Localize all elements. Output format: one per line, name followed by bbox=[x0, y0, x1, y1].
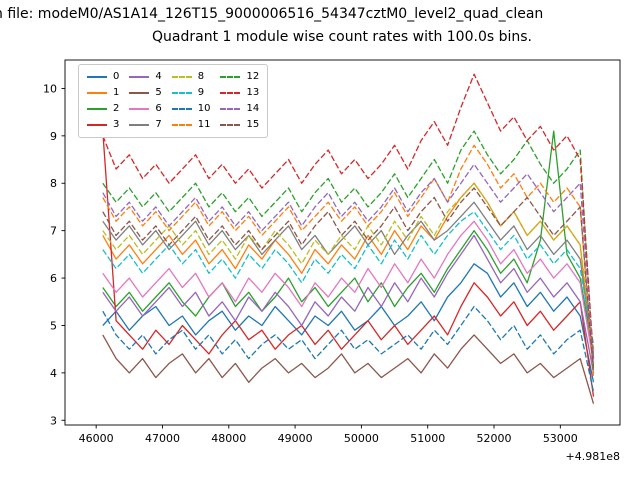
series-line-14 bbox=[102, 163, 595, 364]
legend-label: 9 bbox=[197, 87, 205, 98]
legend-item-14: 14 bbox=[220, 103, 259, 115]
x-tick-label: 47000 bbox=[145, 432, 180, 445]
legend-line-sample bbox=[220, 76, 241, 78]
legend-line-sample bbox=[87, 124, 107, 126]
x-tick-label: 48000 bbox=[211, 432, 246, 445]
legend-line-sample bbox=[129, 124, 150, 126]
legend-label: 12 bbox=[246, 71, 260, 82]
series-line-13 bbox=[102, 73, 595, 359]
legend-line-sample bbox=[87, 92, 107, 94]
x-tick-label: 49000 bbox=[278, 432, 313, 445]
legend-label: 5 bbox=[155, 87, 162, 98]
series-line-7 bbox=[102, 201, 595, 359]
legend-item-15: 15 bbox=[220, 119, 259, 131]
legend-line-sample bbox=[171, 92, 192, 94]
legend-item-11: 11 bbox=[171, 119, 211, 131]
legend-column: 8 9 10 11 bbox=[171, 71, 211, 131]
legend-line-sample bbox=[220, 92, 241, 94]
legend-label: 15 bbox=[246, 119, 260, 130]
legend-label: 1 bbox=[113, 87, 120, 98]
x-tick-label: 53000 bbox=[543, 432, 578, 445]
y-tick-label: 10 bbox=[43, 82, 57, 95]
x-tick-label: 46000 bbox=[79, 432, 114, 445]
legend-label: 6 bbox=[155, 103, 162, 114]
legend-item-12: 12 bbox=[220, 71, 259, 83]
legend-line-sample bbox=[87, 108, 107, 110]
legend-item-6: 6 bbox=[129, 103, 162, 115]
y-tick-label: 6 bbox=[50, 272, 57, 285]
file-title: n file: modeM0/AS1A14_126T15_9000006516_… bbox=[0, 6, 544, 22]
x-tick-label: 50000 bbox=[344, 432, 379, 445]
x-tick-label: 51000 bbox=[410, 432, 445, 445]
legend-column: 0 1 2 3 bbox=[87, 71, 119, 131]
legend-line-sample bbox=[220, 108, 241, 110]
series-line-15 bbox=[102, 187, 595, 373]
legend-item-2: 2 bbox=[87, 103, 119, 115]
series-line-0 bbox=[102, 263, 595, 383]
y-tick-label: 5 bbox=[50, 319, 57, 332]
series-line-10 bbox=[102, 305, 595, 392]
legend-label: 7 bbox=[155, 119, 162, 130]
legend-item-8: 8 bbox=[171, 71, 211, 83]
legend-line-sample bbox=[129, 108, 150, 110]
y-tick-label: 7 bbox=[50, 225, 57, 238]
legend-line-sample bbox=[220, 124, 241, 126]
chart-title: Quadrant 1 module wise count rates with … bbox=[152, 29, 532, 45]
x-tick-label: 52000 bbox=[477, 432, 512, 445]
y-tick-label: 3 bbox=[50, 414, 57, 427]
series-line-5 bbox=[102, 334, 595, 404]
legend-item-0: 0 bbox=[87, 71, 119, 83]
series-line-8 bbox=[102, 182, 595, 350]
y-tick-label: 4 bbox=[50, 367, 57, 380]
legend-item-3: 3 bbox=[87, 119, 119, 131]
legend-label: 14 bbox=[246, 103, 260, 114]
legend: 0 1 2 3 4 5 6 7 8 9 10 11 12 13 14 15 bbox=[78, 64, 269, 138]
legend-item-7: 7 bbox=[129, 119, 162, 131]
x-axis-offset-label: +4.981e8 bbox=[566, 450, 620, 463]
series-line-3 bbox=[102, 131, 595, 397]
series-line-12 bbox=[102, 130, 595, 369]
legend-label: 2 bbox=[113, 103, 120, 114]
legend-line-sample bbox=[171, 124, 192, 126]
y-tick-label: 8 bbox=[50, 177, 57, 190]
legend-line-sample bbox=[171, 108, 192, 110]
legend-line-sample bbox=[87, 76, 107, 78]
legend-column: 12 13 14 15 bbox=[220, 71, 259, 131]
legend-label: 11 bbox=[197, 119, 211, 130]
legend-label: 4 bbox=[155, 71, 162, 82]
axes-frame bbox=[64, 59, 621, 426]
legend-label: 8 bbox=[197, 71, 205, 82]
series-line-9 bbox=[102, 211, 595, 345]
legend-item-5: 5 bbox=[129, 87, 162, 99]
legend-label: 13 bbox=[246, 87, 260, 98]
legend-label: 0 bbox=[113, 71, 120, 82]
series-line-6 bbox=[102, 220, 595, 364]
legend-label: 10 bbox=[197, 103, 211, 114]
legend-line-sample bbox=[171, 76, 192, 78]
legend-item-9: 9 bbox=[171, 87, 211, 99]
legend-line-sample bbox=[129, 76, 150, 78]
legend-item-13: 13 bbox=[220, 87, 259, 99]
legend-line-sample bbox=[129, 92, 150, 94]
legend-item-4: 4 bbox=[129, 71, 162, 83]
y-tick-label: 9 bbox=[50, 130, 57, 143]
legend-column: 4 5 6 7 bbox=[129, 71, 162, 131]
legend-item-1: 1 bbox=[87, 87, 119, 99]
series-line-11 bbox=[102, 144, 595, 378]
series-line-4 bbox=[102, 234, 595, 374]
legend-item-10: 10 bbox=[171, 103, 211, 115]
legend-label: 3 bbox=[113, 119, 120, 130]
